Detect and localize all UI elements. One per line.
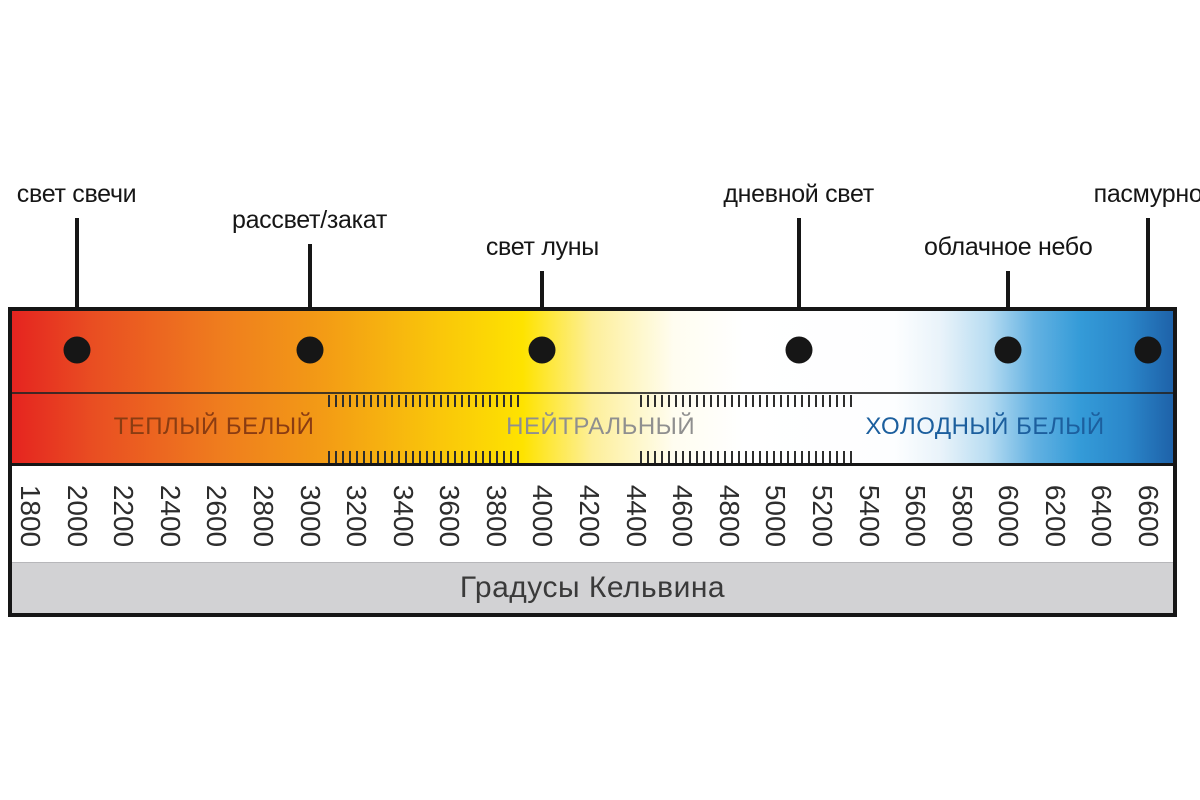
- scale-marker-dot: [1134, 336, 1162, 364]
- callout-leader-line: [74, 218, 79, 350]
- callout-label-1: свет свечи: [16, 180, 137, 208]
- transition-hatch-1-bottom: [328, 451, 522, 463]
- kelvin-tick-labels: 1800 2000 2200 2400 2600 2800 3000 3200 3400 3600…: [12, 466, 1173, 562]
- callout-leader-line: [796, 218, 801, 350]
- kelvin-tick-4600: 4600: [667, 484, 699, 548]
- kelvin-tick-4000: 4000: [527, 484, 559, 548]
- transition-hatch-2-bottom: [640, 451, 853, 463]
- scale-marker-dot: [528, 336, 556, 364]
- callout-label-2: рассвет/закат: [231, 206, 388, 234]
- kelvin-tick-5800: 5800: [946, 484, 978, 548]
- callout-label-4: дневной свет: [723, 180, 874, 208]
- kelvin-tick-3000: 3000: [294, 484, 326, 548]
- kelvin-tick-4200: 4200: [574, 484, 605, 548]
- callout-leader-line: [307, 244, 312, 350]
- zone-label-2: НЕЙТРАЛЬНЫЙ: [506, 413, 696, 440]
- kelvin-tick-3200: 3200: [341, 484, 373, 548]
- callout-label-3: свет луны: [485, 233, 599, 261]
- kelvin-tick-3600: 3600: [434, 484, 466, 548]
- axis-title: Градусы Кельвина: [459, 571, 726, 604]
- kelvin-tick-6400: 6400: [1086, 484, 1118, 548]
- kelvin-tick-5000: 5000: [760, 484, 792, 548]
- transition-hatch-2-top: [640, 395, 853, 407]
- kelvin-tick-5400: 5400: [853, 484, 885, 548]
- band-divider-line: [12, 392, 1173, 394]
- zone-label-1: ТЕПЛЫЙ БЕЛЫЙ: [113, 413, 315, 440]
- kelvin-tick-6000: 6000: [993, 484, 1025, 548]
- kelvin-tick-5600: 5600: [900, 484, 932, 548]
- scale-marker-dot: [994, 336, 1022, 364]
- kelvin-tick-2000: 2000: [61, 484, 93, 548]
- zone-label-3: ХОЛОДНЫЙ БЕЛЫЙ: [865, 413, 1105, 440]
- temperature-gradient-band: ТЕПЛЫЙ БЕЛЫЙ НЕЙТРАЛЬНЫЙ ХОЛОДНЫЙ БЕЛЫЙ: [12, 311, 1173, 466]
- kelvin-tick-6600: 6600: [1133, 484, 1165, 548]
- kelvin-tick-2600: 2600: [201, 484, 233, 548]
- scale-marker-dot: [785, 336, 813, 364]
- callout-label-6: пасмурно: [1093, 180, 1200, 208]
- kelvin-tick-2400: 2400: [154, 484, 186, 548]
- kelvin-tick-5200: 5200: [806, 484, 838, 548]
- callout-leader-line: [1146, 218, 1151, 350]
- scale-marker-dot: [296, 336, 323, 364]
- kelvin-tick-2800: 2800: [247, 484, 279, 548]
- kelvin-tick-4800: 4800: [713, 484, 745, 548]
- callout-label-5: облачное небо: [924, 233, 1093, 261]
- axis-title-bar: Градусы Кельвина: [12, 562, 1173, 613]
- kelvin-tick-3400: 3400: [387, 484, 419, 548]
- kelvin-scale-frame: ТЕПЛЫЙ БЕЛЫЙ НЕЙТРАЛЬНЫЙ ХОЛОДНЫЙ БЕЛЫЙ 18…: [8, 307, 1177, 617]
- kelvin-tick-2200: 2200: [108, 484, 140, 548]
- kelvin-tick-4400: 4400: [620, 484, 652, 548]
- kelvin-tick-6200: 6200: [1039, 484, 1071, 548]
- scale-marker-dot: [63, 336, 91, 364]
- kelvin-tick-1800: 1800: [15, 484, 46, 548]
- kelvin-tick-3800: 3800: [480, 484, 512, 548]
- transition-hatch-1-top: [328, 395, 522, 407]
